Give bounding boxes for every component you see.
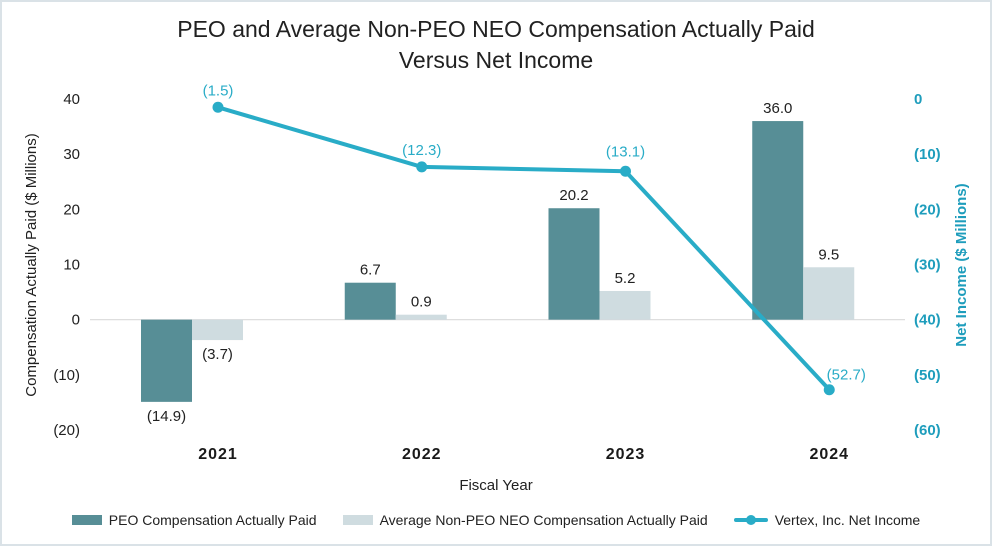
bar-peo-2022 <box>344 282 396 320</box>
bar-peo-2023 <box>548 208 600 320</box>
left-axis-tick-label: 40 <box>63 91 80 108</box>
left-axis-tick-label: 0 <box>72 312 80 329</box>
right-axis-tick-label: (10) <box>914 146 941 163</box>
x-axis-tick-label: 2024 <box>809 446 849 463</box>
left-axis-tick-label: 20 <box>63 201 80 218</box>
bar-data-label: 5.2 <box>615 270 636 287</box>
legend: PEO Compensation Actually Paid Average N… <box>2 512 990 528</box>
right-axis-tick-label: (60) <box>914 422 941 439</box>
bar-data-label: (3.7) <box>202 346 233 363</box>
line-point-2022 <box>416 161 428 173</box>
legend-dot-icon <box>745 515 756 525</box>
legend-item-net-income: Vertex, Inc. Net Income <box>733 512 921 528</box>
line-data-label: (13.1) <box>606 143 645 160</box>
chart-title: PEO and Average Non-PEO NEO Compensation… <box>2 14 990 76</box>
bar-nonpeo-2023 <box>599 290 651 320</box>
bar-data-label: 36.0 <box>763 100 792 117</box>
legend-label-peo: PEO Compensation Actually Paid <box>108 512 317 528</box>
net-income-line <box>216 105 832 392</box>
x-axis-tick-label: 2021 <box>198 446 238 463</box>
legend-label-net-income: Vertex, Inc. Net Income <box>774 512 921 528</box>
bar-data-label: 6.7 <box>360 262 381 279</box>
right-axis-tick-label: 0 <box>914 91 922 108</box>
bar-peo-2021 <box>141 319 192 402</box>
legend-item-nonpeo: Average Non-PEO NEO Compensation Actuall… <box>342 512 708 528</box>
bar-nonpeo-2021 <box>192 319 243 341</box>
left-axis-tick-label: (20) <box>53 422 80 439</box>
line-point-2023 <box>620 165 631 177</box>
line-data-label: (1.5) <box>203 82 234 99</box>
line-point-2024 <box>823 384 835 396</box>
line-data-label: (12.3) <box>402 142 441 159</box>
bar-nonpeo-2024 <box>803 267 855 320</box>
left-axis-tick-label: 30 <box>63 146 80 163</box>
bar-data-label: (14.9) <box>147 408 186 425</box>
legend-swatch-peo <box>71 515 102 525</box>
legend-swatch-nonpeo <box>342 515 373 525</box>
x-axis-tick-label: 2023 <box>606 446 646 463</box>
chart-title-line1: PEO and Average Non-PEO NEO Compensation… <box>177 16 815 42</box>
bar-data-label: 20.2 <box>559 187 588 204</box>
legend-item-peo: PEO Compensation Actually Paid <box>71 512 317 528</box>
right-axis-tick-label: (30) <box>914 257 941 274</box>
bar-nonpeo-2022 <box>395 314 447 320</box>
bar-data-label: 9.5 <box>818 246 839 263</box>
left-axis-tick-label: 10 <box>63 257 80 274</box>
bar-peo-2024 <box>752 121 804 320</box>
line-data-label: (52.7) <box>827 367 866 384</box>
right-axis-tick-label: (20) <box>914 201 941 218</box>
bar-data-label: 0.9 <box>411 294 432 311</box>
right-axis-tick-label: (50) <box>914 367 941 384</box>
line-point-2021 <box>212 101 224 113</box>
right-axis-tick-label: (40) <box>914 312 941 329</box>
legend-label-nonpeo: Average Non-PEO NEO Compensation Actuall… <box>379 512 708 528</box>
left-axis-tick-label: (10) <box>53 367 80 384</box>
chart-title-line2: Versus Net Income <box>398 47 594 73</box>
legend-line-marker-icon <box>733 515 768 525</box>
x-axis-tick-label: 2022 <box>402 446 442 463</box>
x-axis-title: Fiscal Year <box>459 477 533 494</box>
